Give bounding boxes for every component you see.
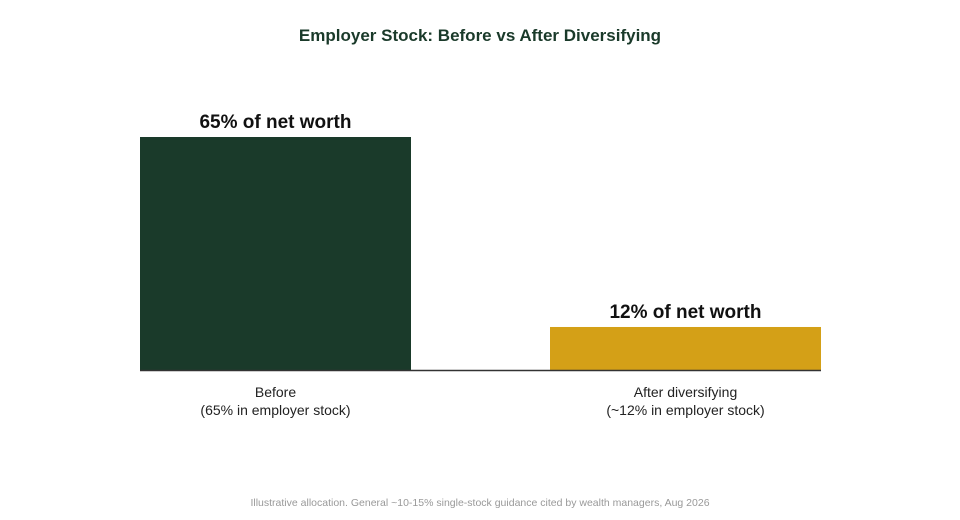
bar-2 [550, 326, 821, 370]
category-label-line: After diversifying [634, 384, 737, 400]
bar-value-label-2: 12% of net worth [609, 302, 761, 323]
chart-title: Employer Stock: Before vs After Diversif… [299, 26, 661, 45]
category-label-line: (~12% in employer stock) [606, 402, 764, 418]
category-label-line: Before [255, 384, 296, 400]
category-label-2: After diversifying (~12% in employer stoc… [606, 384, 764, 418]
category-label-1: Before (65% in employer stock) [200, 384, 350, 418]
category-label-line: (65% in employer stock) [200, 402, 350, 418]
footnote: Illustrative allocation. General ~10-15%… [250, 497, 709, 509]
bars-group: 65% of net worth 12% of net worth [140, 112, 821, 370]
bar-value-label-1: 65% of net worth [199, 112, 351, 133]
category-labels: Before (65% in employer stock) After diver… [200, 384, 764, 418]
bar-1 [140, 137, 411, 370]
